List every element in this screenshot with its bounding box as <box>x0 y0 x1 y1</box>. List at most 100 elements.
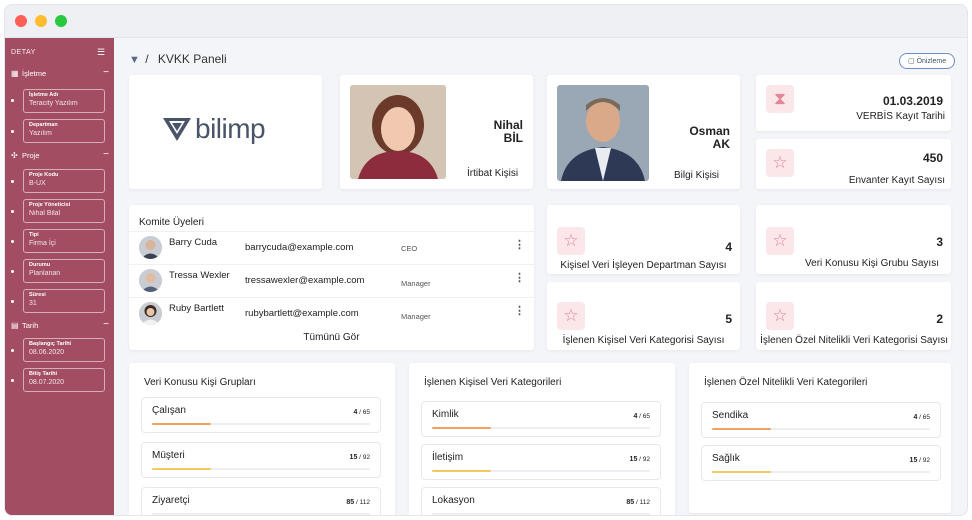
tune-icon[interactable]: ☰ <box>97 47 106 57</box>
bullet-icon <box>11 130 14 133</box>
list-item[interactable]: İletişim 15 / 92 <box>421 444 661 480</box>
stat-label: Kişisel Veri İşleyen Departman Sayısı <box>560 260 727 271</box>
list-item[interactable]: Lokasyon 85 / 112 <box>421 487 661 515</box>
preview-icon: ▢ <box>908 58 915 65</box>
page-title: KVKK Paneli <box>157 52 227 66</box>
contact-card-bilgi[interactable]: Osman AK Bilgi Kişisi <box>547 75 740 189</box>
member-row[interactable]: Tressa Wexler tressawexler@example.com M… <box>129 264 534 296</box>
bullet-icon <box>11 270 14 273</box>
member-role: CEO <box>401 244 418 253</box>
progress-bar <box>432 470 650 472</box>
progress-bar <box>152 423 370 425</box>
list-item[interactable]: Kimlik 4 / 65 <box>421 401 661 437</box>
more-vertical-icon[interactable]: ⋮ <box>514 239 525 251</box>
progress-bar <box>712 471 930 473</box>
breadcrumb: ▼ / KVKK Paneli <box>129 52 227 66</box>
maximize-window-button[interactable] <box>55 15 67 27</box>
progress-bar <box>432 513 650 515</box>
star-icon: ☆ <box>766 227 794 255</box>
field-durumu: Durumu Planlanan <box>23 259 105 283</box>
avatar <box>139 302 162 325</box>
title-bar <box>5 5 967 38</box>
bullet-icon <box>11 210 14 213</box>
contact-name: Osman AK <box>689 124 730 151</box>
item-name: Sağlık <box>712 453 740 464</box>
see-all-link[interactable]: Tümünü Gör <box>303 332 360 343</box>
member-row[interactable]: Barry Cuda barrycuda@example.com CEO ⋮ <box>129 231 534 263</box>
star-icon: ☆ <box>766 149 794 177</box>
item-name: İletişim <box>432 452 464 463</box>
bullet-icon <box>11 349 14 352</box>
sidebar-title: DETAY <box>11 49 36 56</box>
progress-bar <box>152 468 370 470</box>
list-item[interactable]: Sendika 4 / 65 <box>701 402 941 438</box>
member-email[interactable]: barrycuda@example.com <box>245 242 354 253</box>
building-icon: ▦ <box>11 69 19 78</box>
stat-card-departman: ☆ 4 Kişisel Veri İşleyen Departman Sayıs… <box>547 205 740 274</box>
member-role: Manager <box>401 279 431 288</box>
stat-label: Veri Konusu Kişi Grubu Sayısı <box>805 258 939 269</box>
stat-value: 4 <box>725 240 732 254</box>
panel-title: İşlenen Kişisel Veri Kategorileri <box>424 377 562 388</box>
brand-card: bilimp <box>129 75 322 189</box>
verbis-date: 01.03.2019 <box>882 94 943 108</box>
item-name: Çalışan <box>152 405 186 416</box>
brand-logo-icon[interactable]: ▼ <box>129 54 140 66</box>
item-name: Müşteri <box>152 450 185 461</box>
panel-ozel-kategoriler: İşlenen Özel Nitelikli Veri Kategorileri… <box>689 363 951 513</box>
contact-role: İrtibat Kişisi <box>467 168 519 179</box>
member-name: Barry Cuda <box>169 237 218 248</box>
bilimp-logo-icon <box>163 118 191 141</box>
app-window: DETAY ☰ ▦ İşletme − İşletme Adı Teracity Ya… <box>4 4 968 516</box>
sidebar-section-isletme[interactable]: ▦ İşletme − <box>11 67 109 78</box>
avatar <box>139 236 162 259</box>
verbis-label: VERBİS Kayıt Tarihi <box>856 111 945 122</box>
stat-label: İşlenen Özel Nitelikli Veri Kategorisi S… <box>760 335 948 346</box>
preview-button[interactable]: ▢ Önizleme <box>899 53 955 69</box>
item-count: 4 / 65 <box>913 414 930 421</box>
stat-card-kisi-grubu: ☆ 3 Veri Konusu Kişi Grubu Sayısı <box>756 205 951 274</box>
list-item[interactable]: Müşteri 15 / 92 <box>141 442 381 478</box>
progress-bar <box>432 427 650 429</box>
stat-value: 2 <box>936 312 943 326</box>
contact-photo <box>350 85 446 179</box>
bullet-icon <box>11 99 14 102</box>
collapse-icon[interactable]: − <box>103 149 109 160</box>
member-email[interactable]: rubybartlett@example.com <box>245 308 359 319</box>
collapse-icon[interactable]: − <box>103 67 109 78</box>
stat-label: İşlenen Kişisel Veri Kategorisi Sayısı <box>562 335 725 346</box>
member-row[interactable]: Ruby Bartlett rubybartlett@example.com M… <box>129 297 534 329</box>
member-name: Ruby Bartlett <box>169 303 224 314</box>
close-window-button[interactable] <box>15 15 27 27</box>
member-role: Manager <box>401 312 431 321</box>
contact-card-irtibat[interactable]: Nihal BİL İrtibat Kişisi <box>340 75 533 189</box>
panel-veri-kategorileri: İşlenen Kişisel Veri Kategorileri Kimlik… <box>409 363 675 515</box>
panel-kisi-gruplari: Veri Konusu Kişi Grupları Çalışan 4 / 65… <box>129 363 395 515</box>
detail-sidebar: DETAY ☰ ▦ İşletme − İşletme Adı Teracity Ya… <box>5 38 114 515</box>
item-count: 85 / 112 <box>626 499 650 506</box>
contact-photo <box>557 85 649 181</box>
collapse-icon[interactable]: − <box>103 319 109 330</box>
verbis-card: ⧗ 01.03.2019 VERBİS Kayıt Tarihi <box>756 75 951 131</box>
list-item[interactable]: Sağlık 15 / 92 <box>701 445 941 481</box>
minimize-window-button[interactable] <box>35 15 47 27</box>
item-count: 15 / 92 <box>629 456 650 463</box>
member-email[interactable]: tressawexler@example.com <box>245 275 365 286</box>
more-vertical-icon[interactable]: ⋮ <box>514 305 525 317</box>
more-vertical-icon[interactable]: ⋮ <box>514 272 525 284</box>
item-name: Lokasyon <box>432 495 475 506</box>
inventory-label: Envanter Kayıt Sayısı <box>848 175 945 186</box>
calendar-icon: ▤ <box>11 321 19 330</box>
list-item[interactable]: Çalışan 4 / 65 <box>141 397 381 433</box>
list-item[interactable]: Ziyaretçi 85 / 112 <box>141 487 381 515</box>
item-count: 4 / 65 <box>633 413 650 420</box>
sidebar-section-tarih[interactable]: ▤ Tarih − <box>11 319 109 330</box>
inventory-card: ☆ 450 Envanter Kayıt Sayısı <box>756 139 951 189</box>
item-name: Kimlik <box>432 409 459 420</box>
sidebar-section-proje[interactable]: ✣ Proje − <box>11 149 109 160</box>
star-icon: ☆ <box>557 227 585 255</box>
stat-card-ozel-kategori: ☆ 2 İşlenen Özel Nitelikli Veri Kategori… <box>756 282 951 350</box>
field-proje-kodu: Proje Kodu B-UX <box>23 169 105 193</box>
star-icon: ☆ <box>766 302 794 330</box>
item-name: Ziyaretçi <box>152 495 190 506</box>
